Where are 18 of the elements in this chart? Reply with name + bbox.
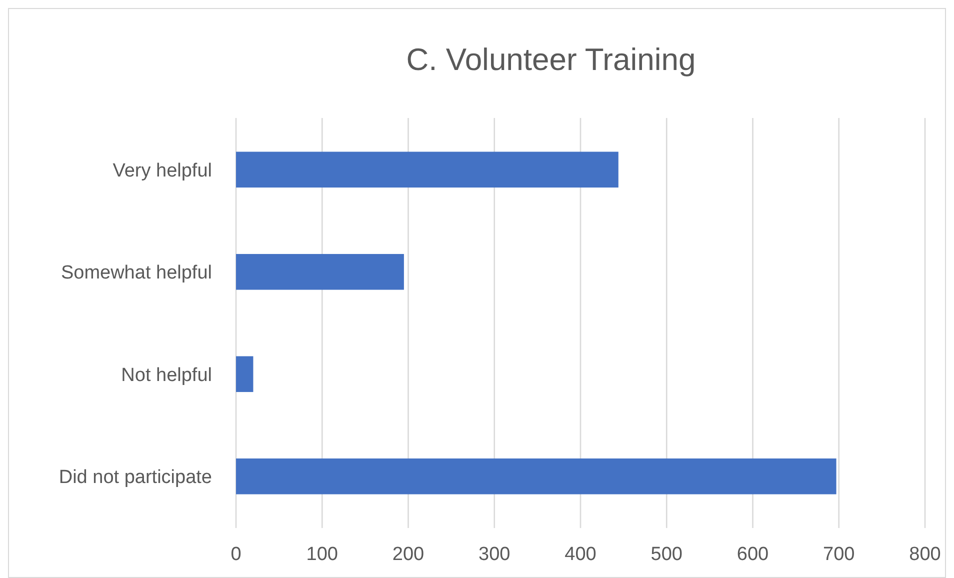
x-tick-label: 700	[823, 544, 855, 565]
y-tick-label: Somewhat helpful	[60, 262, 212, 284]
x-tick-label: 600	[736, 544, 769, 565]
x-tick-label: 200	[392, 544, 424, 565]
y-tick-label: Not helpful	[121, 364, 212, 386]
bar	[236, 152, 618, 188]
chart-title: C. Volunteer Training	[406, 42, 696, 77]
x-tick-label: 800	[909, 544, 941, 565]
bar	[236, 458, 836, 494]
bar	[236, 254, 404, 290]
x-tick-label: 100	[306, 544, 338, 565]
x-tick-label: 300	[478, 544, 510, 565]
x-tick-label: 500	[650, 544, 682, 565]
x-tick-label: 0	[230, 544, 242, 565]
y-tick-label: Did not participate	[58, 467, 212, 488]
bar	[236, 356, 254, 392]
y-tick-label: Very helpful	[112, 160, 212, 182]
x-tick-label: 400	[564, 544, 596, 565]
